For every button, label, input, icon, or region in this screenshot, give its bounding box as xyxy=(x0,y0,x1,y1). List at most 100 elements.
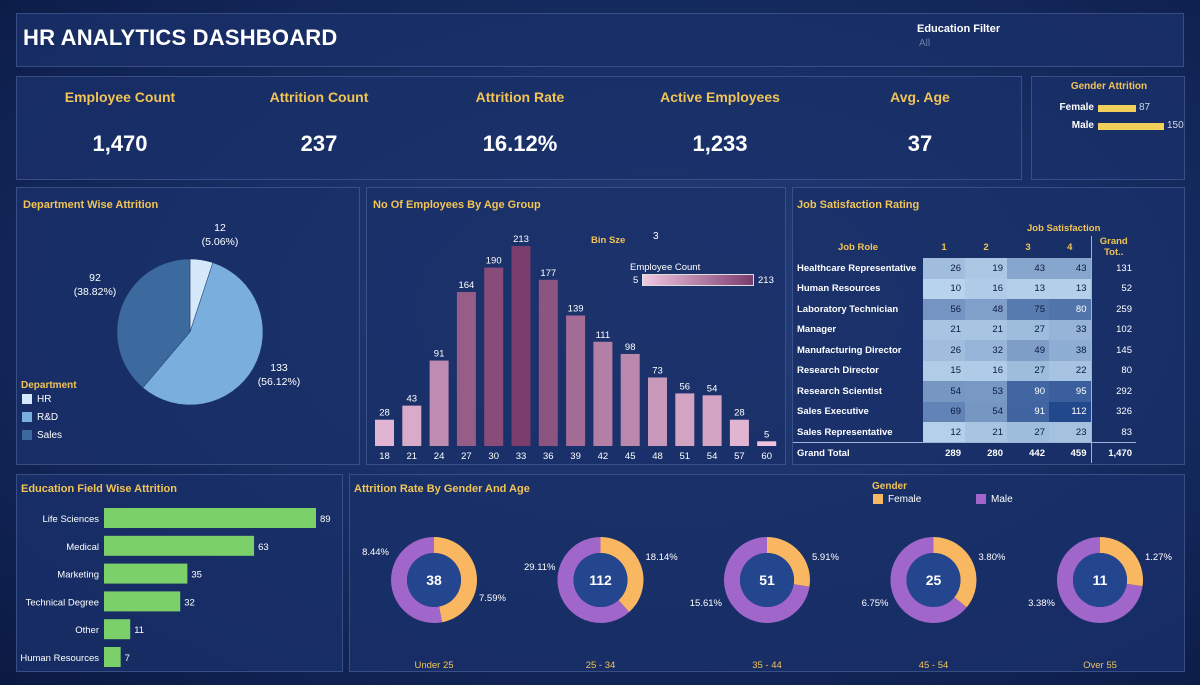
pie-slice-rd[interactable] xyxy=(142,262,264,406)
age-bar-57[interactable] xyxy=(729,419,749,446)
age-bar-60[interactable] xyxy=(757,441,777,446)
col-header-level-2: 2 xyxy=(983,241,989,253)
edu-bar-marketing[interactable] xyxy=(104,563,188,584)
bar-value-label: 98 xyxy=(625,342,636,353)
age-bar-42[interactable] xyxy=(593,341,613,446)
heatmap-cell[interactable]: 38 xyxy=(1049,340,1091,361)
heatmap-cell[interactable]: 19 xyxy=(965,258,1007,279)
heatmap-cell[interactable]: 112 xyxy=(1049,401,1091,422)
heatmap-cell[interactable]: 23 xyxy=(1049,422,1091,443)
table-row[interactable]: Research Scientist 54 53 90 95 292 xyxy=(793,381,1136,402)
heatmap-cell[interactable]: 10 xyxy=(923,278,965,299)
heatmap-cell[interactable]: 33 xyxy=(1049,319,1091,340)
legend-item-female[interactable]: Female xyxy=(873,494,921,505)
gender-value: 150 xyxy=(1167,120,1184,131)
heatmap-cell[interactable]: 26 xyxy=(923,258,965,279)
edu-bar-other[interactable] xyxy=(104,619,131,640)
table-row[interactable]: Research Director 15 16 27 22 80 xyxy=(793,360,1136,381)
job-role-cell: Healthcare Representative xyxy=(797,262,917,274)
legend-item-male[interactable]: Male xyxy=(976,494,1013,505)
table-row[interactable]: Sales Executive 69 54 91 112 326 xyxy=(793,401,1136,422)
table-row[interactable]: Manager 21 21 27 33 102 xyxy=(793,319,1136,340)
heatmap-cell[interactable]: 32 xyxy=(965,340,1007,361)
age-bar-45[interactable] xyxy=(620,353,640,446)
donut-female-slice[interactable] xyxy=(600,537,644,613)
kpi-value: 1,470 xyxy=(92,131,148,156)
heatmap-cell[interactable]: 27 xyxy=(1007,360,1049,381)
heatmap-cell[interactable]: 56 xyxy=(923,299,965,320)
edu-bar-human-resources[interactable] xyxy=(104,647,121,667)
heatmap-cell[interactable]: 95 xyxy=(1049,381,1091,402)
heatmap-cell[interactable]: 22 xyxy=(1049,360,1091,381)
heatmap-cell[interactable]: 12 xyxy=(923,422,965,443)
row-total-cell: 145 xyxy=(1090,340,1136,361)
table-row[interactable]: Laboratory Technician 56 48 75 80 259 xyxy=(793,299,1136,320)
edu-bar-technical-degree[interactable] xyxy=(104,591,181,612)
donut-female-slice[interactable] xyxy=(767,537,810,587)
donut-male-slice[interactable] xyxy=(557,537,630,623)
bin-size-label: Bin Sze xyxy=(591,235,626,246)
heatmap-cell[interactable]: 54 xyxy=(923,381,965,402)
heatmap-cell[interactable]: 80 xyxy=(1049,299,1091,320)
age-bar-21[interactable] xyxy=(402,405,422,446)
donut-female-slice[interactable] xyxy=(933,537,977,608)
gender-row-female[interactable]: Female 87 xyxy=(1032,102,1186,116)
donut-male-slice[interactable] xyxy=(391,537,443,623)
age-bar-30[interactable] xyxy=(484,267,504,446)
heatmap-cell[interactable]: 21 xyxy=(923,319,965,340)
age-bar-18[interactable] xyxy=(375,419,394,446)
education-filter-dropdown[interactable]: All xyxy=(919,38,931,49)
table-row[interactable]: Human Resources 10 16 13 13 52 xyxy=(793,278,1136,299)
x-tick-label: 21 xyxy=(407,451,418,462)
heatmap-cell[interactable]: 16 xyxy=(965,278,1007,299)
heatmap-cell[interactable]: 13 xyxy=(1007,278,1049,299)
age-bar-54[interactable] xyxy=(702,395,722,446)
heatmap-cell[interactable]: 54 xyxy=(965,401,1007,422)
table-row[interactable]: Healthcare Representative 26 19 43 43 131 xyxy=(793,258,1136,279)
heatmap-cell[interactable]: 90 xyxy=(1007,381,1049,402)
gender-bar-male[interactable] xyxy=(1098,123,1164,130)
age-bar-48[interactable] xyxy=(648,377,667,446)
age-bar-39[interactable] xyxy=(566,315,586,446)
edu-bar-life-sciences[interactable] xyxy=(104,508,316,528)
heatmap-cell[interactable]: 69 xyxy=(923,401,965,422)
heatmap-cell[interactable]: 26 xyxy=(923,340,965,361)
age-bar-24[interactable] xyxy=(429,360,449,446)
heatmap-cell[interactable]: 49 xyxy=(1007,340,1049,361)
heatmap-cell[interactable]: 13 xyxy=(1049,278,1091,299)
heatmap-cell[interactable]: 91 xyxy=(1007,401,1049,422)
donut-female-slice[interactable] xyxy=(1100,537,1143,587)
gender-bar-female[interactable] xyxy=(1098,105,1136,112)
bin-size-value[interactable]: 3 xyxy=(653,231,659,242)
heatmap-cell[interactable]: 75 xyxy=(1007,299,1049,320)
pie-slice-sales[interactable] xyxy=(116,258,191,389)
age-bar-36[interactable] xyxy=(538,279,558,446)
legend-item-hr[interactable]: HR xyxy=(22,394,51,405)
legend-item-sales[interactable]: Sales xyxy=(22,430,62,441)
bar-value-label: 43 xyxy=(407,394,418,405)
donut-female-slice[interactable] xyxy=(434,537,478,623)
edu-bar-medical[interactable] xyxy=(104,535,255,556)
age-bar-51[interactable] xyxy=(675,393,695,446)
heatmap-cell[interactable]: 21 xyxy=(965,319,1007,340)
donut-male-slice[interactable] xyxy=(1057,537,1143,623)
heatmap-cell[interactable]: 53 xyxy=(965,381,1007,402)
table-row[interactable]: Manufacturing Director 26 32 49 38 145 xyxy=(793,340,1136,361)
heatmap-cell[interactable]: 21 xyxy=(965,422,1007,443)
age-bar-33[interactable] xyxy=(511,246,531,446)
heatmap-cell[interactable]: 48 xyxy=(965,299,1007,320)
legend-item-rd[interactable]: R&D xyxy=(22,412,58,423)
donut-male-slice[interactable] xyxy=(724,537,810,623)
donut-male-slice[interactable] xyxy=(890,537,967,623)
heatmap-cell[interactable]: 15 xyxy=(923,360,965,381)
age-bar-27[interactable] xyxy=(456,292,476,446)
table-row[interactable]: Sales Representative 12 21 27 23 83 xyxy=(793,422,1136,443)
heatmap-cell[interactable]: 43 xyxy=(1007,258,1049,279)
x-tick-label: 54 xyxy=(707,451,718,462)
gender-row-male[interactable]: Male 150 xyxy=(1032,120,1186,134)
heatmap-cell[interactable]: 27 xyxy=(1007,422,1049,443)
heatmap-cell[interactable]: 16 xyxy=(965,360,1007,381)
heatmap-cell[interactable]: 43 xyxy=(1049,258,1091,279)
category-label: Human Resources xyxy=(20,653,99,664)
heatmap-cell[interactable]: 27 xyxy=(1007,319,1049,340)
